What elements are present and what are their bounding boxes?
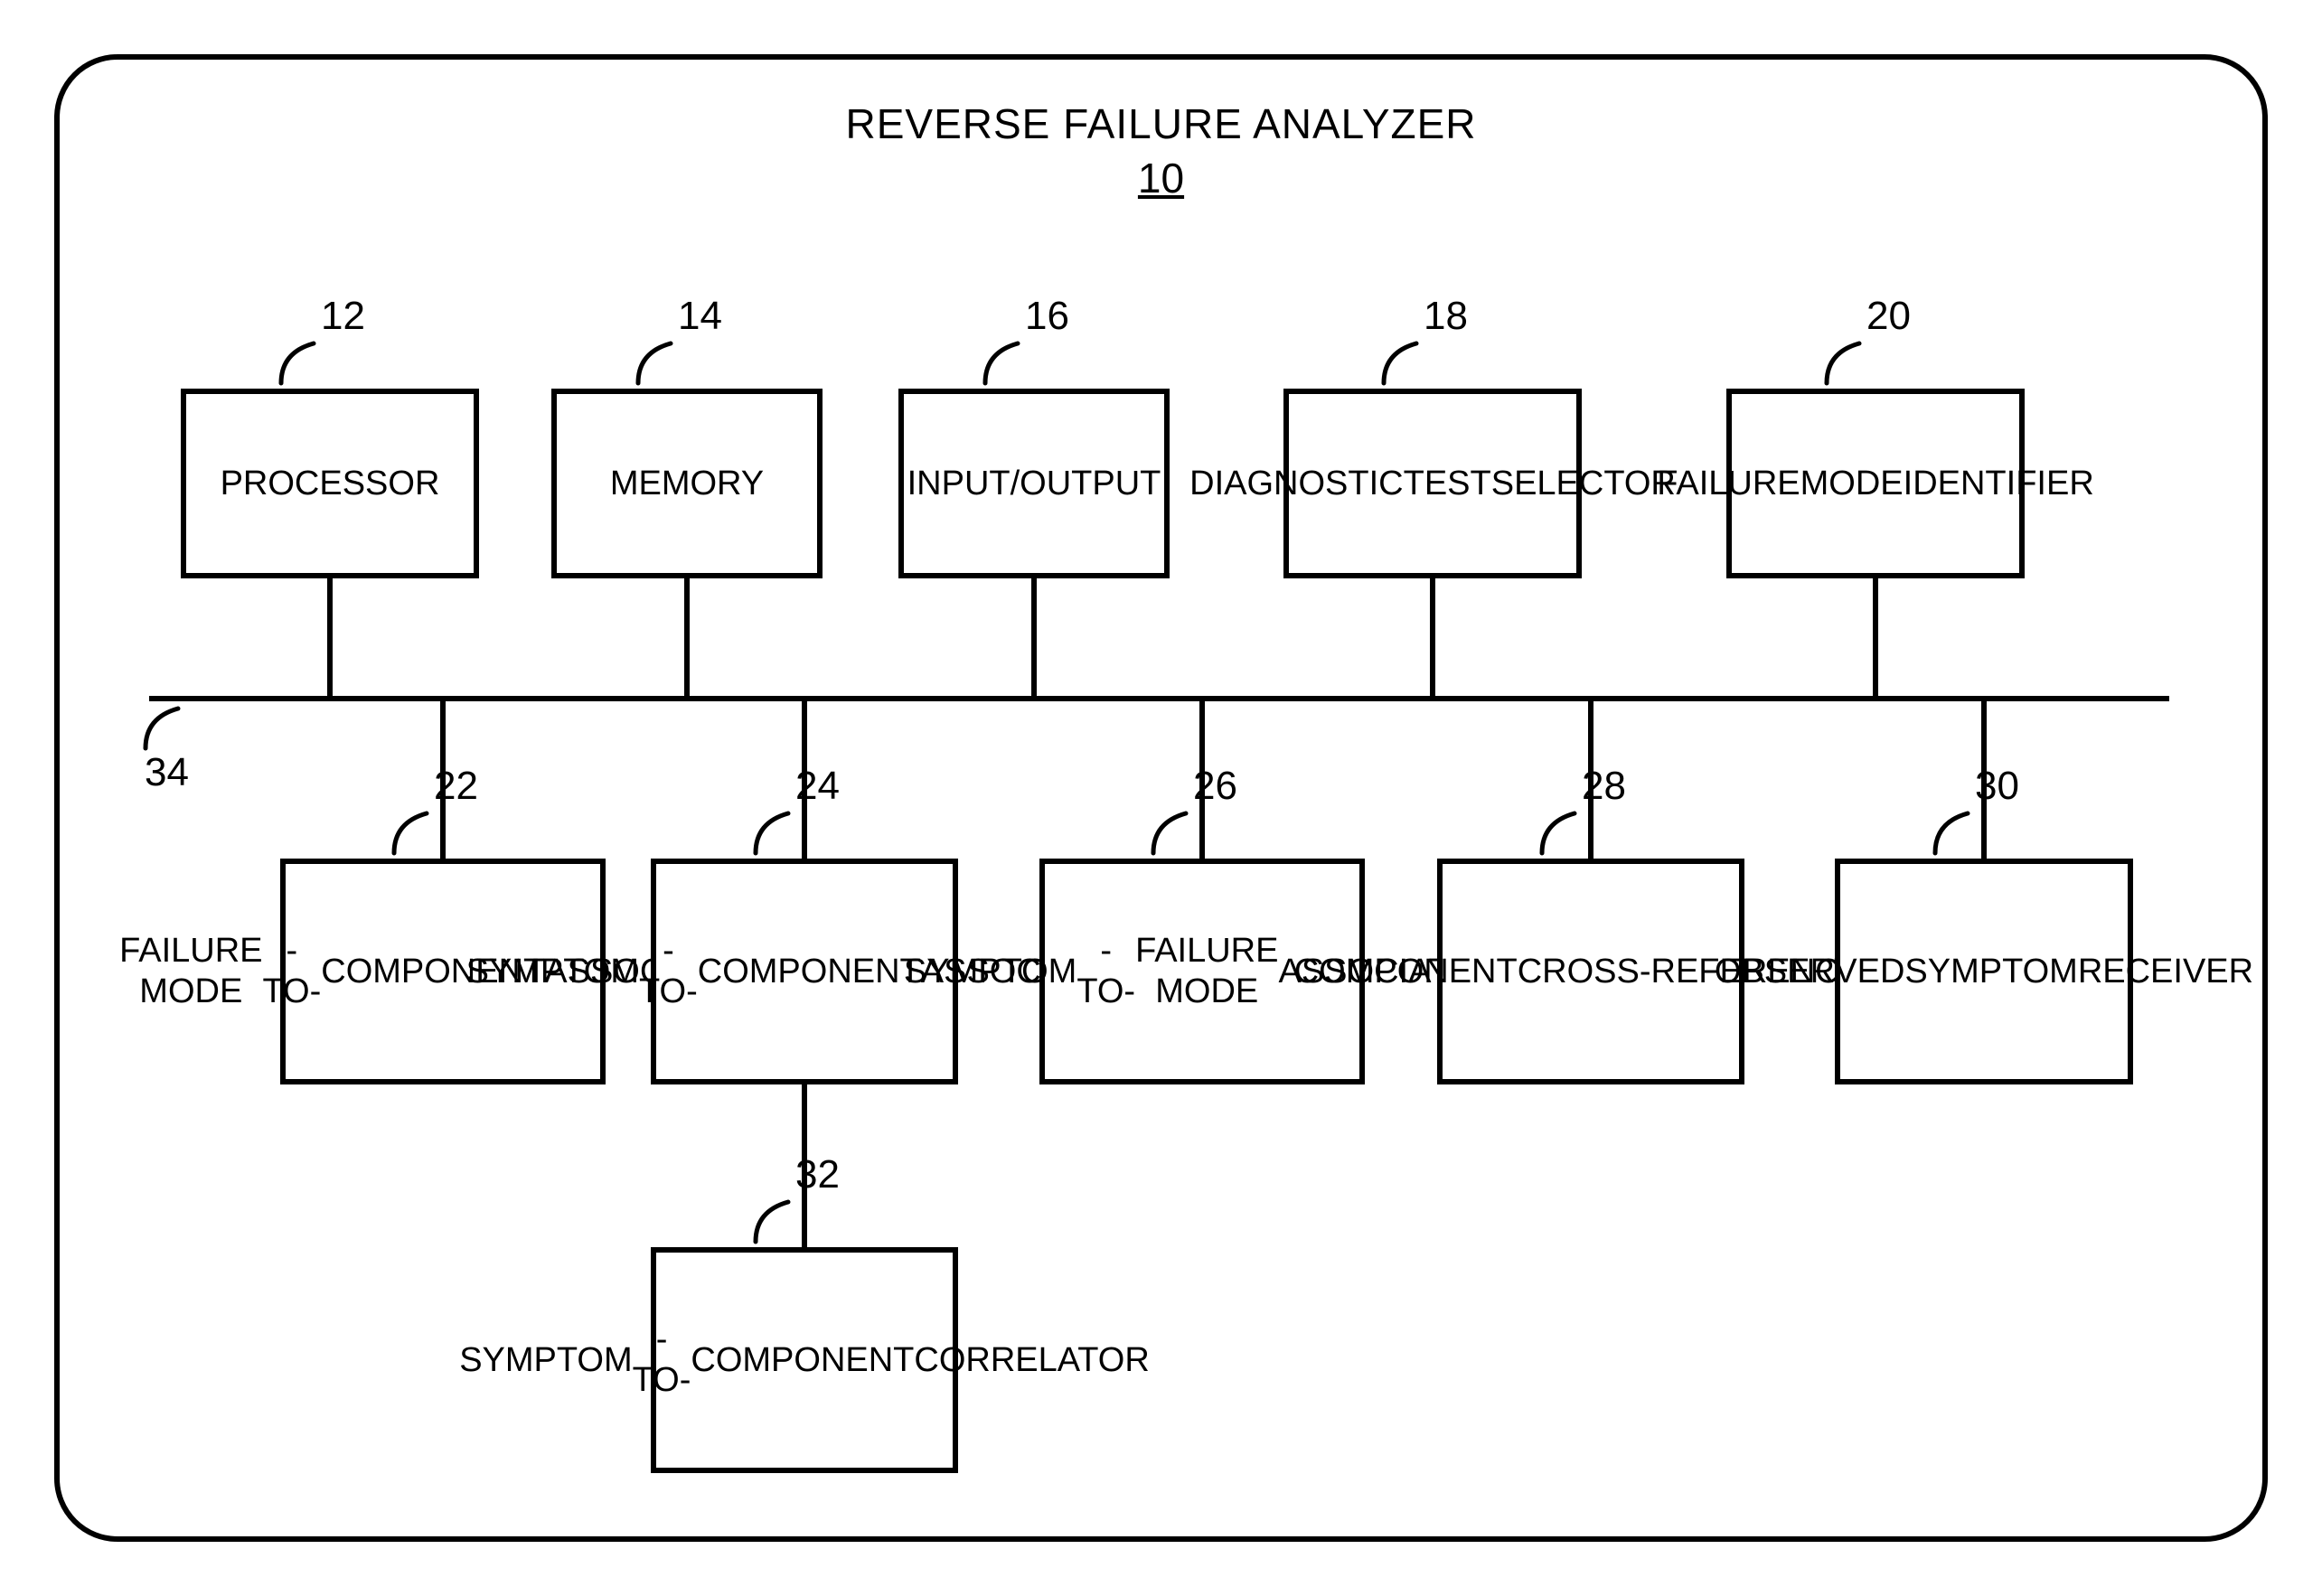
drop-sfma — [1199, 696, 1205, 861]
drop-io — [1031, 576, 1037, 699]
drop-diag — [1430, 576, 1435, 699]
drop-fmca — [440, 696, 446, 861]
ref-processor: 12 — [321, 294, 365, 339]
block-label-line: OUTPUT — [1020, 464, 1161, 504]
bus-line — [149, 696, 2169, 701]
block-label-line: SYMPTOM — [904, 952, 1076, 992]
block-label-line: -TO- — [639, 931, 698, 1012]
block-label-line: -TO- — [1076, 931, 1135, 1012]
block-label-line: DIAGNOSTIC — [1189, 464, 1403, 504]
block-label-line: SELECTOR — [1491, 464, 1676, 504]
diagram-canvas: REVERSE FAILURE ANALYZER 10 34 PROCESSOR 1… — [0, 0, 2322, 1596]
block-label-line: PROCESSOR — [221, 464, 440, 504]
ref-memory: 14 — [678, 294, 722, 339]
drop-osr — [1981, 696, 1987, 861]
block-label-line: TEST — [1404, 464, 1491, 504]
block-label-line: SYMPTOM — [459, 1340, 632, 1381]
block-label-line: -TO- — [633, 1319, 691, 1401]
block-memory: MEMORY — [551, 389, 823, 578]
block-io: INPUT/OUTPUT — [898, 389, 1170, 578]
block-label-line: INPUT/ — [907, 464, 1020, 504]
block-label-line: MEMORY — [610, 464, 764, 504]
block-label-line: FAILURE — [1657, 464, 1800, 504]
block-label-line: CORRELATOR — [914, 1340, 1149, 1381]
block-processor: PROCESSOR — [181, 389, 479, 578]
block-label-line: COMPONENT — [698, 952, 921, 992]
outer-frame — [54, 54, 2268, 1542]
block-label-line: COMPONENT — [1294, 952, 1518, 992]
block-label-line: IDENTIFIER — [1904, 464, 2094, 504]
diagram-title-ref: 10 — [1138, 154, 1184, 202]
drop-fmid — [1873, 576, 1878, 699]
block-label-line: SYMPTOM — [466, 952, 639, 992]
block-label-line: RECEIVER — [2078, 952, 2253, 992]
block-osr: OBSERVEDSYMPTOMRECEIVER — [1835, 859, 2133, 1084]
block-ccr: COMPONENTCROSS-REFERENCER — [1437, 859, 1744, 1084]
block-stcc: SYMPTOM-TO-COMPONENTCORRELATOR — [651, 1247, 958, 1473]
diagram-title: REVERSE FAILURE ANALYZER — [845, 99, 1476, 148]
ref-diag: 18 — [1424, 294, 1468, 339]
block-diag: DIAGNOSTICTESTSELECTOR — [1283, 389, 1582, 578]
block-label-line: -TO- — [263, 931, 322, 1012]
block-label-line: CROSS- — [1518, 952, 1651, 992]
drop-ccr — [1588, 696, 1593, 861]
ref-io: 16 — [1025, 294, 1069, 339]
drop-stca — [802, 696, 807, 861]
drop-memory — [684, 576, 690, 699]
ref-fmid: 20 — [1866, 294, 1911, 339]
block-label-line: SYMPTOM — [1904, 952, 2077, 992]
ref-stcc: 32 — [795, 1152, 840, 1197]
block-label-line: FAILURE MODE — [119, 931, 262, 1012]
block-label-line: OBSERVED — [1715, 952, 1904, 992]
drop-processor — [327, 576, 333, 699]
ref-bus: 34 — [145, 750, 189, 795]
block-label-line: FAILURE MODE — [1135, 931, 1278, 1012]
block-label-line: MODE — [1800, 464, 1904, 504]
block-label-line: COMPONENT — [691, 1340, 914, 1381]
block-fmid: FAILUREMODEIDENTIFIER — [1726, 389, 2025, 578]
